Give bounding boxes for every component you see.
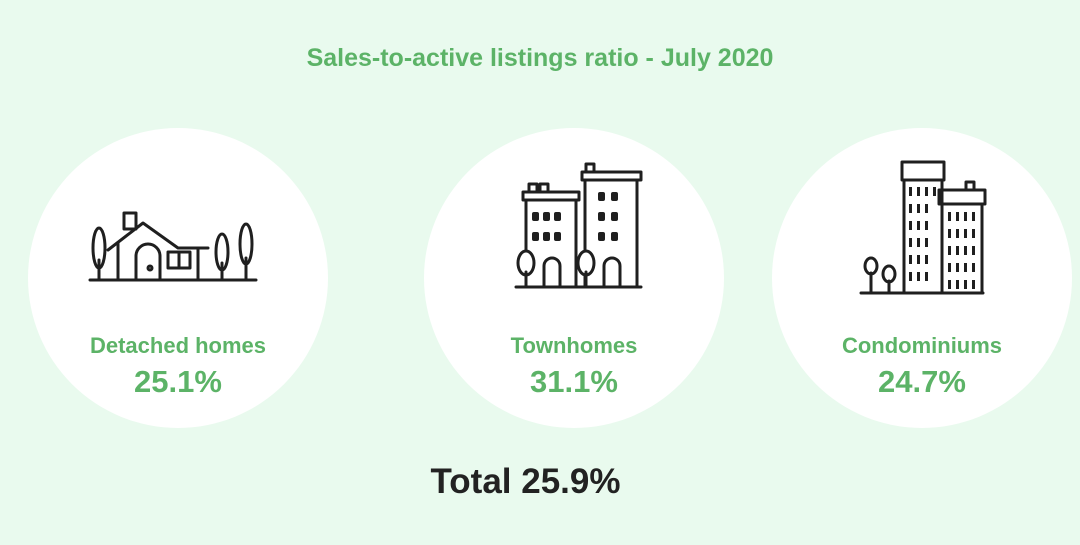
detached-house-icon <box>88 211 258 282</box>
townhomes-card: Townhomes 31.1% <box>424 128 724 428</box>
condominiums-card: Condominiums 24.7% <box>772 128 1072 428</box>
total-ratio: Total 25.9% <box>430 462 621 501</box>
detached-homes-card: Detached homes 25.1% <box>28 128 328 428</box>
card-value: 31.1% <box>530 364 618 399</box>
card-label: Detached homes <box>89 333 267 358</box>
card-label: Townhomes <box>510 333 638 358</box>
townhome-buildings-icon <box>514 162 643 289</box>
condo-towers-icon <box>859 160 987 295</box>
card-value: 24.7% <box>878 364 966 399</box>
card-value: 25.1% <box>134 364 222 399</box>
page-title: Sales-to-active listings ratio - July 20… <box>306 44 774 72</box>
card-label: Condominiums <box>841 333 1003 358</box>
